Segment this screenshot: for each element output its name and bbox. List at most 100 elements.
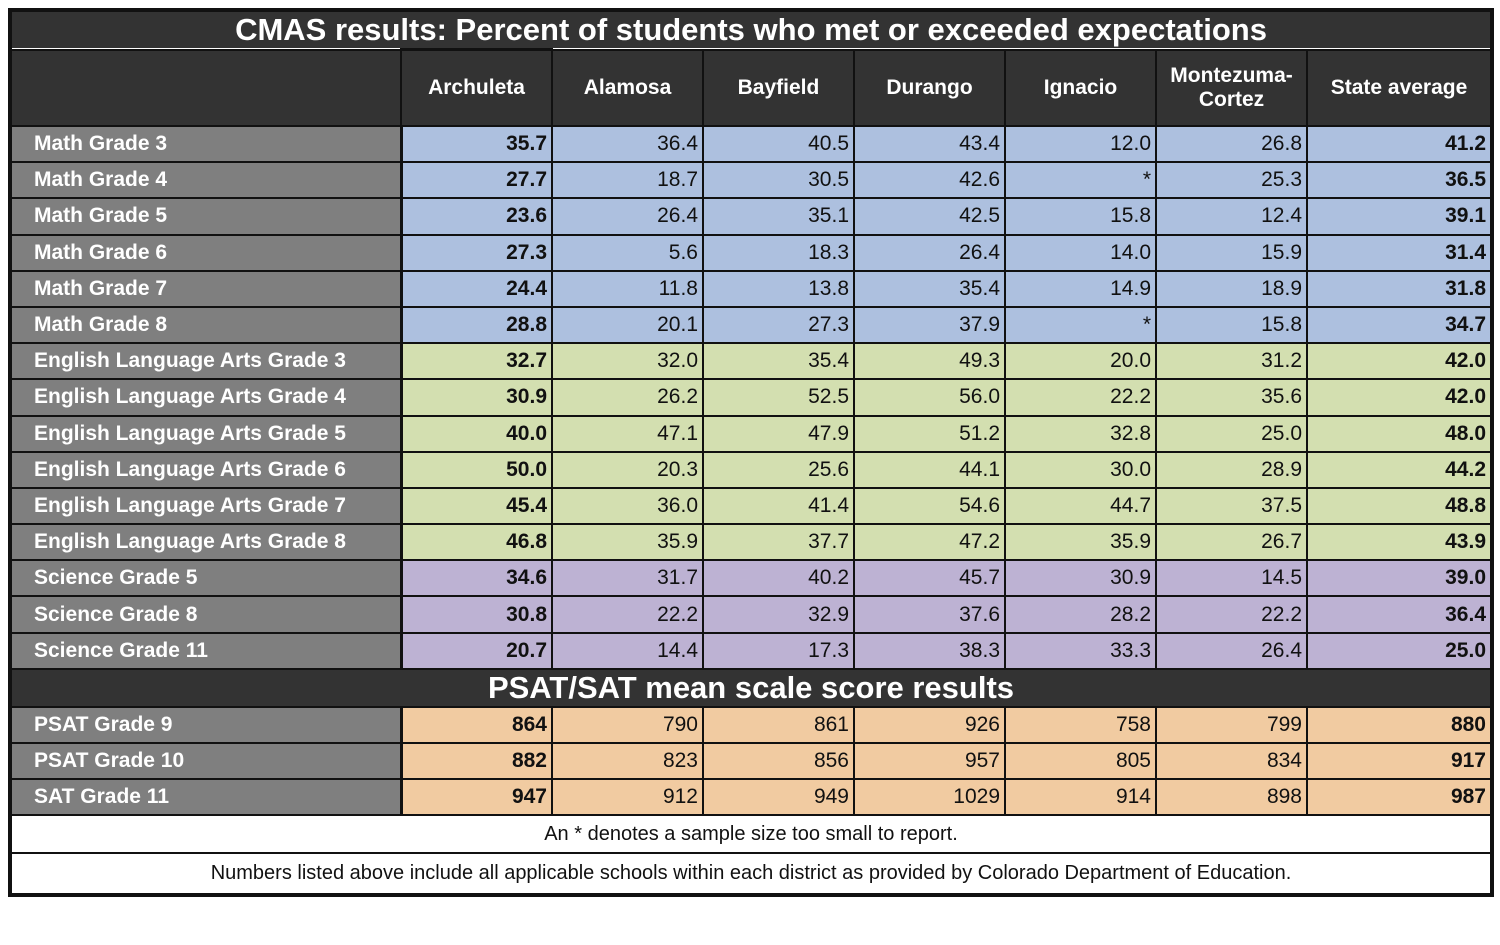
value-cell: 26.8 bbox=[1155, 124, 1308, 164]
row-label: PSAT Grade 9 bbox=[10, 705, 402, 745]
value-cell: 15.8 bbox=[1155, 305, 1308, 345]
value-cell: 27.7 bbox=[399, 161, 553, 200]
value-cell: 45.4 bbox=[399, 486, 553, 526]
value-cell: 34.7 bbox=[1306, 305, 1492, 345]
value-cell: 26.4 bbox=[1155, 631, 1308, 670]
value-cell: 42.5 bbox=[853, 197, 1006, 236]
table-title: CMAS results: Percent of students who me… bbox=[10, 10, 1492, 51]
value-cell: 14.0 bbox=[1004, 233, 1157, 272]
value-cell: 31.2 bbox=[1155, 342, 1308, 381]
value-cell: 834 bbox=[1155, 741, 1308, 781]
value-cell: 39.1 bbox=[1306, 197, 1492, 236]
value-cell: 42.0 bbox=[1306, 378, 1492, 417]
value-cell: 20.7 bbox=[399, 631, 553, 670]
value-cell: 35.6 bbox=[1155, 378, 1308, 417]
value-cell: 48.0 bbox=[1306, 414, 1492, 453]
value-cell: 947 bbox=[399, 778, 553, 817]
value-cell: * bbox=[1004, 305, 1157, 345]
row-label: English Language Arts Grade 5 bbox=[10, 414, 402, 453]
column-header: Durango bbox=[853, 48, 1006, 127]
value-cell: 43.9 bbox=[1306, 523, 1492, 562]
value-cell: 36.0 bbox=[551, 486, 704, 526]
value-cell: 28.2 bbox=[1004, 595, 1157, 634]
value-cell: 882 bbox=[399, 741, 553, 781]
value-cell: 861 bbox=[702, 705, 855, 745]
value-cell: 14.4 bbox=[551, 631, 704, 670]
value-cell: 31.4 bbox=[1306, 233, 1492, 272]
table-row: PSAT Grade 9 864 790 861 926 758 799 880 bbox=[10, 705, 1492, 745]
value-cell: 11.8 bbox=[551, 269, 704, 308]
column-header: State average bbox=[1306, 48, 1492, 127]
column-header: Archuleta bbox=[400, 48, 553, 127]
table-row: Math Grade 6 27.3 5.6 18.3 26.4 14.0 15.9 31.4 bbox=[10, 233, 1492, 272]
value-cell: 1029 bbox=[853, 778, 1006, 817]
value-cell: 54.6 bbox=[853, 486, 1006, 526]
table-row: PSAT Grade 10 882 823 856 957 805 834 917 bbox=[10, 741, 1492, 781]
value-cell: 15.9 bbox=[1155, 233, 1308, 272]
value-cell: 949 bbox=[702, 778, 855, 817]
table-row: English Language Arts Grade 8 46.8 35.9 37.… bbox=[10, 523, 1492, 562]
value-cell: 914 bbox=[1004, 778, 1157, 817]
value-cell: 27.3 bbox=[399, 233, 553, 272]
value-cell: 40.2 bbox=[702, 559, 855, 598]
value-cell: 20.1 bbox=[551, 305, 704, 345]
value-cell: 917 bbox=[1306, 741, 1492, 781]
value-cell: 14.9 bbox=[1004, 269, 1157, 308]
row-label: Math Grade 8 bbox=[10, 305, 402, 345]
value-cell: 40.0 bbox=[399, 414, 553, 453]
table-row: Math Grade 3 35.7 36.4 40.5 43.4 12.0 26.8 41.2 bbox=[10, 124, 1492, 164]
value-cell: 35.7 bbox=[399, 124, 553, 164]
table-row: English Language Arts Grade 7 45.4 36.0 41.… bbox=[10, 486, 1492, 526]
value-cell: 31.7 bbox=[551, 559, 704, 598]
column-header: Bayfield bbox=[702, 48, 855, 127]
column-header: Montezuma-Cortez bbox=[1155, 48, 1308, 127]
value-cell: 5.6 bbox=[551, 233, 704, 272]
footnote: Numbers listed above include all applica… bbox=[10, 852, 1492, 896]
value-cell: 926 bbox=[853, 705, 1006, 745]
value-cell: 14.5 bbox=[1155, 559, 1308, 598]
value-cell: 18.9 bbox=[1155, 269, 1308, 308]
column-header: Ignacio bbox=[1004, 48, 1157, 127]
row-label: Math Grade 4 bbox=[10, 161, 402, 200]
table-row: English Language Arts Grade 4 30.9 26.2 52.… bbox=[10, 378, 1492, 417]
value-cell: 45.7 bbox=[853, 559, 1006, 598]
row-label: English Language Arts Grade 4 bbox=[10, 378, 402, 417]
table-row: Math Grade 8 28.8 20.1 27.3 37.9 * 15.8 34.7 bbox=[10, 305, 1492, 345]
value-cell: 30.9 bbox=[399, 378, 553, 417]
value-cell: * bbox=[1004, 161, 1157, 200]
column-header: Alamosa bbox=[551, 48, 704, 127]
value-cell: 35.9 bbox=[551, 523, 704, 562]
value-cell: 41.2 bbox=[1306, 124, 1492, 164]
table-row: Science Grade 5 34.6 31.7 40.2 45.7 30.9 14.5 3… bbox=[10, 559, 1492, 598]
value-cell: 30.9 bbox=[1004, 559, 1157, 598]
value-cell: 20.3 bbox=[551, 450, 704, 489]
table-row: English Language Arts Grade 5 40.0 47.1 47.… bbox=[10, 414, 1492, 453]
corner-header bbox=[10, 48, 402, 127]
row-label: Math Grade 3 bbox=[10, 124, 402, 164]
table-row: Math Grade 5 23.6 26.4 35.1 42.5 15.8 12.4 39.1 bbox=[10, 197, 1492, 236]
value-cell: 30.5 bbox=[702, 161, 855, 200]
value-cell: 987 bbox=[1306, 778, 1492, 817]
footnote: An * denotes a sample size too small to … bbox=[10, 814, 1492, 855]
value-cell: 36.4 bbox=[551, 124, 704, 164]
row-label: English Language Arts Grade 7 bbox=[10, 486, 402, 526]
value-cell: 37.6 bbox=[853, 595, 1006, 634]
value-cell: 35.4 bbox=[702, 342, 855, 381]
value-cell: 42.0 bbox=[1306, 342, 1492, 381]
row-label: SAT Grade 11 bbox=[10, 778, 402, 817]
value-cell: 52.5 bbox=[702, 378, 855, 417]
table-row: Math Grade 7 24.4 11.8 13.8 35.4 14.9 18.9 31.8 bbox=[10, 269, 1492, 308]
value-cell: 42.6 bbox=[853, 161, 1006, 200]
row-label: English Language Arts Grade 6 bbox=[10, 450, 402, 489]
row-label: Science Grade 11 bbox=[10, 631, 402, 670]
value-cell: 39.0 bbox=[1306, 559, 1492, 598]
value-cell: 28.8 bbox=[399, 305, 553, 345]
column-header-row: Archuleta Alamosa Bayfield Durango Ignacio Mo… bbox=[10, 48, 1492, 127]
value-cell: 22.2 bbox=[551, 595, 704, 634]
value-cell: 35.1 bbox=[702, 197, 855, 236]
value-cell: 864 bbox=[399, 705, 553, 745]
value-cell: 27.3 bbox=[702, 305, 855, 345]
value-cell: 12.4 bbox=[1155, 197, 1308, 236]
row-label: Science Grade 8 bbox=[10, 595, 402, 634]
value-cell: 25.6 bbox=[702, 450, 855, 489]
